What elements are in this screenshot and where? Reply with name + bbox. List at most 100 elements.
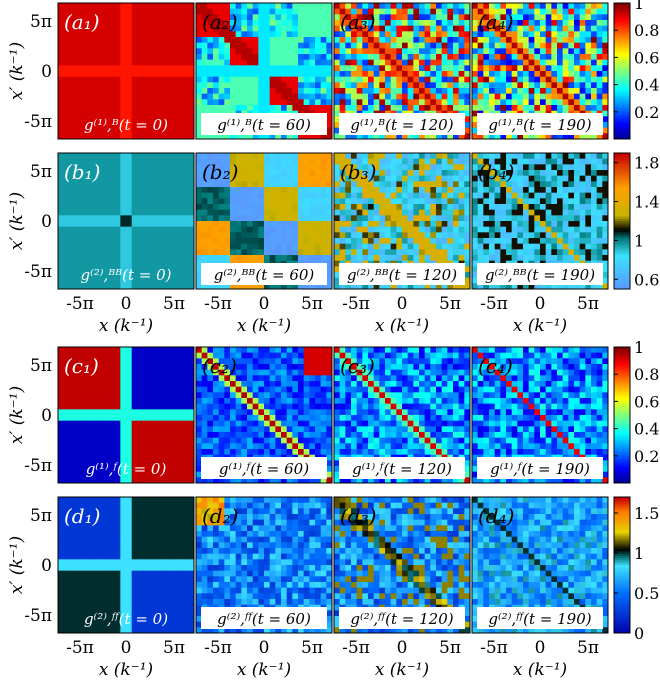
- heatmap-cell: [483, 105, 490, 112]
- heatmap-cell: [298, 93, 305, 100]
- heatmap-cell: [137, 375, 144, 382]
- heatmap-cell: [137, 272, 144, 279]
- heatmap-cell: [292, 226, 299, 233]
- heatmap-cell: [137, 192, 144, 199]
- heatmap-cell: [568, 192, 575, 199]
- heatmap-cell: [114, 249, 121, 256]
- heatmap-cell: [224, 105, 231, 112]
- heatmap-cell: [188, 175, 195, 182]
- heatmap-cell: [58, 277, 65, 284]
- heatmap-cell: [345, 181, 352, 188]
- heatmap-cell: [557, 204, 564, 211]
- heatmap-cell: [131, 99, 138, 106]
- heatmap-cell: [534, 105, 541, 112]
- heatmap-cell: [339, 215, 346, 222]
- heatmap-cell: [213, 164, 220, 171]
- heatmap-cell: [241, 105, 248, 112]
- heatmap-cell: [80, 158, 87, 165]
- heatmap-cell: [591, 221, 598, 228]
- heatmap-cell: [562, 192, 569, 199]
- heatmap-cell: [356, 88, 363, 95]
- heatmap-cell: [368, 226, 375, 233]
- heatmap-cell: [517, 54, 524, 61]
- heatmap-cell: [315, 71, 322, 78]
- heatmap-cell: [585, 187, 592, 194]
- heatmap-cell: [326, 3, 333, 10]
- heatmap-cell: [379, 164, 386, 171]
- heatmap-cell: [591, 8, 598, 15]
- heatmap-cell: [69, 272, 76, 279]
- heatmap-cell: [396, 59, 403, 66]
- heatmap-cell: [171, 76, 178, 83]
- heatmap-cell: [602, 99, 609, 106]
- heatmap-cell: [114, 198, 121, 205]
- heatmap-cell: [494, 209, 501, 216]
- heatmap-cell: [464, 48, 471, 55]
- heatmap-cell: [213, 243, 220, 250]
- heatmap-cell: [477, 71, 484, 78]
- heatmap-cell: [309, 153, 316, 160]
- heatmap-cell: [63, 243, 70, 250]
- heatmap-cell: [390, 25, 397, 32]
- heatmap-cell: [453, 31, 460, 38]
- heatmap-cell: [430, 25, 437, 32]
- heatmap-cell: [315, 238, 322, 245]
- heatmap-cell: [303, 164, 310, 171]
- heatmap-cell: [92, 266, 99, 273]
- heatmap-cell: [574, 215, 581, 222]
- heatmap-cell: [424, 71, 431, 78]
- heatmap-cell: [362, 3, 369, 10]
- heatmap-cell: [373, 283, 380, 290]
- heatmap-cell: [269, 170, 276, 177]
- heatmap-cell: [477, 192, 484, 199]
- heatmap-cell: [137, 122, 144, 129]
- heatmap-cell: [69, 20, 76, 27]
- heatmap-cell: [126, 76, 133, 83]
- colorbar-step: [614, 129, 630, 133]
- heatmap-cell: [396, 105, 403, 112]
- heatmap-cell: [143, 215, 150, 222]
- heatmap-cell: [69, 127, 76, 134]
- heatmap-cell: [63, 187, 70, 194]
- heatmap-cell: [379, 198, 386, 205]
- heatmap-cell: [143, 232, 150, 239]
- heatmap-cell: [320, 226, 327, 233]
- heatmap-cell: [188, 215, 195, 222]
- heatmap-cell: [545, 221, 552, 228]
- heatmap-cell: [269, 76, 276, 83]
- heatmap-cell: [489, 105, 496, 112]
- heatmap-cell: [545, 170, 552, 177]
- heatmap-cell: [591, 175, 598, 182]
- heatmap-cell: [292, 42, 299, 49]
- heatmap-cell: [574, 187, 581, 194]
- heatmap-cell: [69, 266, 76, 273]
- heatmap-cell: [309, 31, 316, 38]
- heatmap-cell: [97, 266, 104, 273]
- heatmap-cell: [241, 88, 248, 95]
- heatmap-cell: [320, 42, 327, 49]
- heatmap-cell: [63, 14, 70, 21]
- heatmap-cell: [489, 232, 496, 239]
- heatmap-cell: [464, 133, 471, 140]
- heatmap-cell: [230, 31, 237, 38]
- heatmap-cell: [196, 122, 203, 129]
- heatmap-cell: [320, 88, 327, 95]
- heatmap-cell: [551, 170, 558, 177]
- heatmap-cell: [92, 260, 99, 267]
- heatmap-cell: [148, 283, 155, 290]
- heatmap-cell: [298, 204, 305, 211]
- heatmap-cell: [171, 25, 178, 32]
- heatmap-cell: [453, 14, 460, 21]
- heatmap-cell: [545, 133, 552, 140]
- heatmap-cell: [309, 232, 316, 239]
- colorbar-step: [614, 25, 630, 29]
- heatmap-cell: [453, 133, 460, 140]
- heatmap-cell: [126, 8, 133, 15]
- heatmap-cell: [506, 25, 513, 32]
- heatmap-cell: [511, 76, 518, 83]
- heatmap-cell: [165, 88, 172, 95]
- heatmap-cell: [281, 59, 288, 66]
- heatmap-cell: [182, 277, 189, 284]
- heatmap-cell: [281, 187, 288, 194]
- heatmap-cell: [339, 158, 346, 165]
